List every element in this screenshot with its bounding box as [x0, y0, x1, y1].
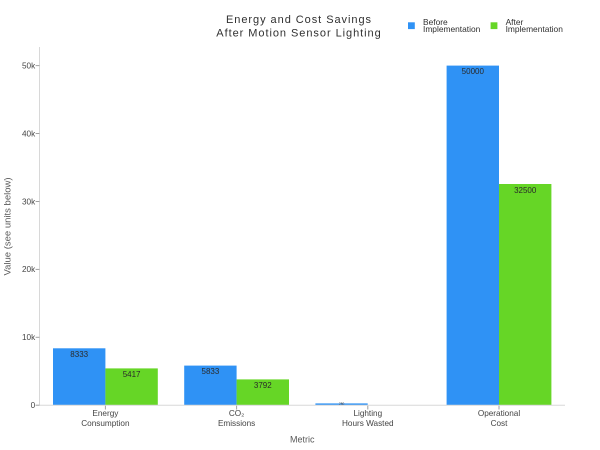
- svg-text:30k: 30k: [22, 197, 36, 206]
- svg-text:Implementation: Implementation: [423, 24, 481, 34]
- svg-text:50000: 50000: [462, 67, 485, 76]
- svg-text:Cost: Cost: [491, 419, 509, 428]
- svg-text:Implementation: Implementation: [506, 24, 564, 34]
- svg-text:50k: 50k: [22, 61, 36, 70]
- svg-text:Consumption: Consumption: [81, 419, 130, 428]
- svg-text:Energy and Cost Savings: Energy and Cost Savings: [226, 14, 372, 26]
- svg-text:Emissions: Emissions: [218, 419, 255, 428]
- svg-text:After Motion Sensor Lighting: After Motion Sensor Lighting: [216, 28, 381, 40]
- svg-text:0: 0: [31, 401, 36, 410]
- svg-text:10k: 10k: [22, 333, 36, 342]
- svg-text:20k: 20k: [22, 265, 36, 274]
- svg-text:32500: 32500: [514, 186, 537, 195]
- svg-text:5833: 5833: [202, 367, 220, 376]
- svg-text:Operational: Operational: [478, 409, 521, 418]
- svg-text:8333: 8333: [70, 350, 88, 359]
- svg-text:After: After: [506, 17, 524, 27]
- svg-text:Metric: Metric: [290, 435, 315, 445]
- svg-text:CO₂: CO₂: [229, 409, 244, 418]
- svg-text:Value (see units below): Value (see units below): [2, 177, 13, 275]
- svg-text:3792: 3792: [254, 381, 272, 390]
- svg-text:250: 250: [339, 402, 345, 406]
- svg-text:5417: 5417: [123, 370, 141, 379]
- svg-text:Before: Before: [423, 17, 448, 27]
- svg-text:Lighting: Lighting: [353, 409, 382, 418]
- svg-text:40k: 40k: [22, 129, 36, 138]
- svg-text:Energy: Energy: [92, 409, 119, 418]
- svg-text:Hours Wasted: Hours Wasted: [342, 419, 394, 428]
